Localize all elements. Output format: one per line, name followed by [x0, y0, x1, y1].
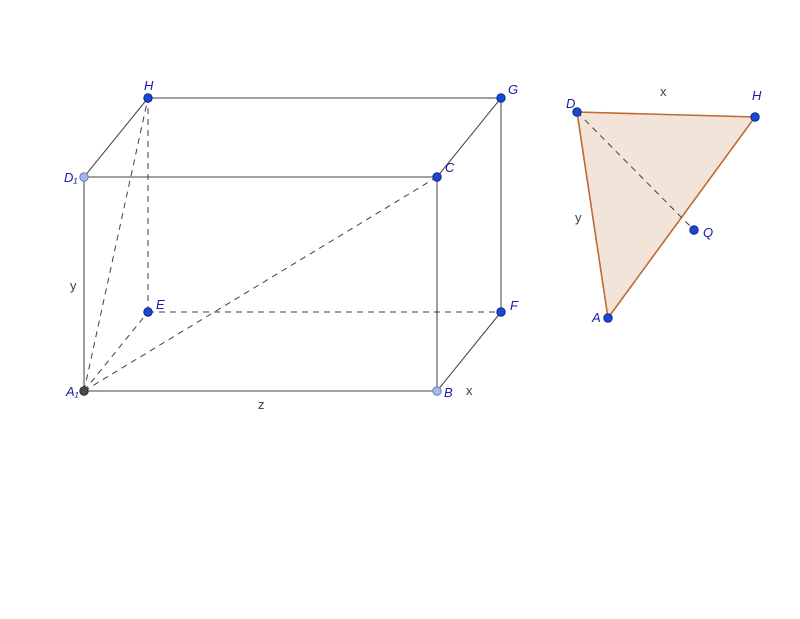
vertex-C [433, 173, 441, 181]
vertex-label-Q: Q [703, 225, 713, 240]
edge-label-x-0: x [466, 383, 473, 398]
edge-D1-H [84, 98, 148, 177]
vertex-H [144, 94, 152, 102]
edge-A1-H [84, 98, 148, 391]
vertex-G [497, 94, 505, 102]
edge-F-B [437, 312, 501, 391]
vertex-label-E: E [156, 297, 165, 312]
vertex-B [433, 387, 441, 395]
vertex-F [497, 308, 505, 316]
edge-A1-E [84, 312, 148, 391]
vertex-E [144, 308, 152, 316]
vertex-label-A1: A₁ [65, 384, 79, 399]
vertex-label-C: C [445, 160, 455, 175]
geometry-diagram: x y z A₁ B E F D₁ C H Gx y D H A Q [0, 0, 800, 619]
vertex-label-H: H [144, 78, 154, 93]
vertex-label-H: H [752, 88, 762, 103]
edge-label-x-0: x [660, 84, 667, 99]
vertex-Q [690, 226, 698, 234]
vertex-label-B: B [444, 385, 453, 400]
vertex-label-F: F [510, 298, 519, 313]
vertex-label-D: D [566, 96, 575, 111]
edge-A1-C [84, 177, 437, 391]
edge-label-z-2: z [258, 397, 265, 412]
triangle-fill [577, 112, 755, 318]
rect-box: x y z A₁ B E F D₁ C H G [64, 78, 519, 412]
vertex-H [751, 113, 759, 121]
vertex-label-D1: D₁ [64, 170, 78, 185]
edge-label-y-1: y [70, 278, 77, 293]
triangle-figure: x y D H A Q [566, 84, 762, 325]
vertex-A [604, 314, 612, 322]
vertex-A1 [80, 387, 88, 395]
vertex-D1 [80, 173, 88, 181]
vertex-label-G: G [508, 82, 518, 97]
vertex-label-A: A [591, 310, 601, 325]
edge-label-y-1: y [575, 210, 582, 225]
